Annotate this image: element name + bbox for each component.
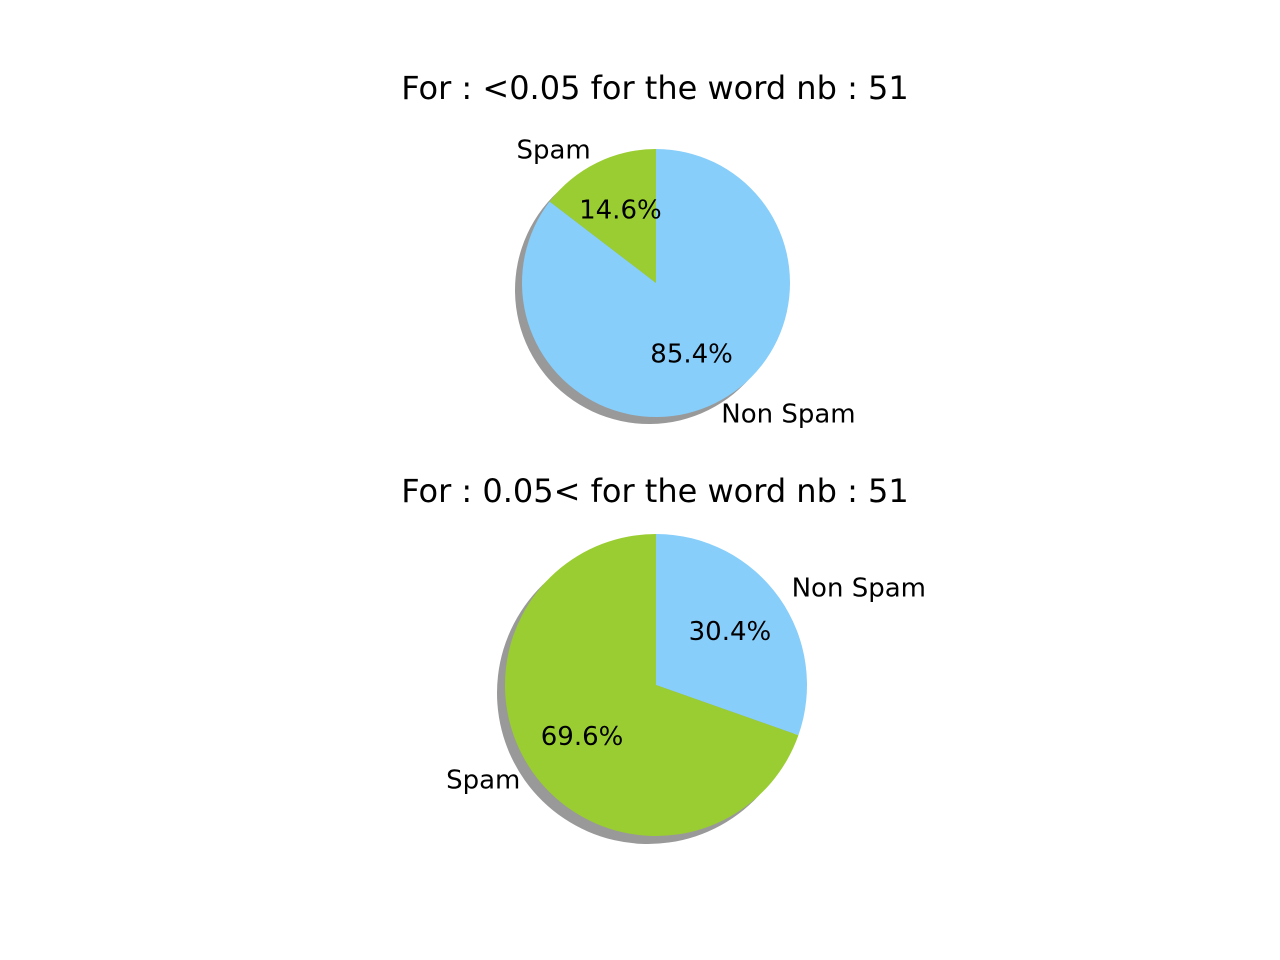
chart-2-slice-non-spam xyxy=(656,534,807,736)
chart-2-labels: Non Spam 30.4% Spam 69.6% xyxy=(446,574,926,796)
chart-1-label-spam: Spam xyxy=(516,135,590,165)
chart-2-label-non-spam: Non Spam xyxy=(792,574,926,604)
pie-chart-2: For : 0.05< for the word nb : 51 Non Spa… xyxy=(401,472,926,844)
chart-2-label-spam: Spam xyxy=(446,765,520,795)
chart-2-slice-spam xyxy=(504,534,799,837)
chart-2-slices xyxy=(504,534,807,837)
chart-2-pct-non-spam: 30.4% xyxy=(689,617,772,647)
chart-1-title: For : <0.05 for the word nb : 51 xyxy=(401,69,908,107)
chart-1-slice-spam xyxy=(549,149,656,283)
chart-1-slices xyxy=(522,149,790,417)
chart-1-pct-spam: 14.6% xyxy=(579,195,662,225)
pie-chart-1: For : <0.05 for the word nb : 51 Non Spa… xyxy=(401,69,908,430)
chart-1-labels: Non Spam 85.4% Spam 14.6% xyxy=(516,135,855,429)
chart-1-label-non-spam: Non Spam xyxy=(721,400,855,430)
chart-1-pct-non-spam: 85.4% xyxy=(650,340,733,370)
chart-2-pct-spam: 69.6% xyxy=(541,722,624,752)
chart-2-title: For : 0.05< for the word nb : 51 xyxy=(401,472,908,510)
